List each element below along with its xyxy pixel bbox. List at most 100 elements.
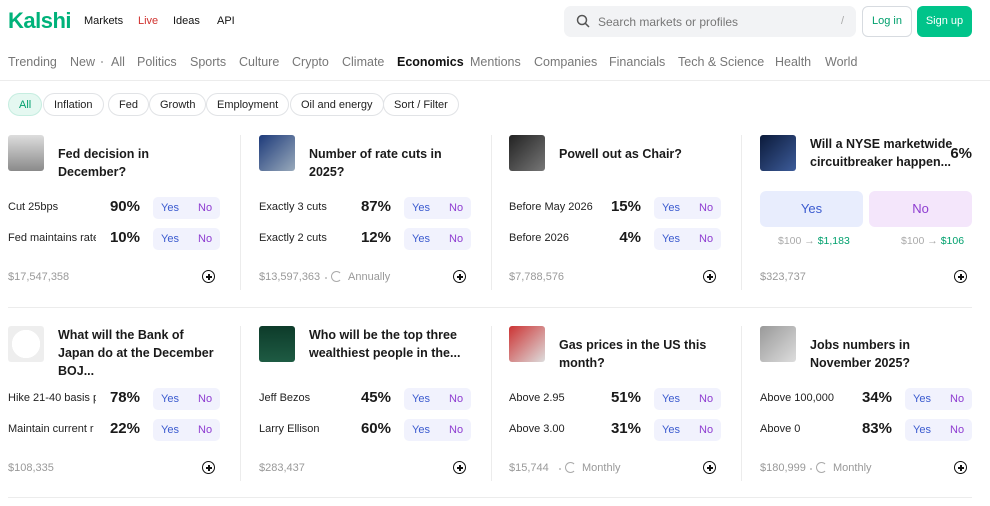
market-image[interactable] xyxy=(259,326,295,362)
category-tab[interactable]: Trending xyxy=(8,55,57,69)
market-image[interactable] xyxy=(8,135,44,171)
add-button[interactable] xyxy=(954,461,967,474)
no-button[interactable]: No xyxy=(699,393,714,405)
frequency: Annually xyxy=(348,271,391,283)
yes-button[interactable]: Yes xyxy=(412,202,430,214)
filter-chip[interactable]: Oil and energy xyxy=(290,93,384,116)
outcome-label: Above 2.95 xyxy=(509,392,565,404)
market-title[interactable]: Jobs numbers in November 2025? xyxy=(810,338,911,370)
add-button[interactable] xyxy=(202,461,215,474)
filter-chip[interactable]: Inflation xyxy=(43,93,104,116)
nav-link[interactable]: Markets xyxy=(84,15,124,27)
category-tab[interactable]: World xyxy=(825,55,858,69)
market-title[interactable]: What will the Bank of Japan do at the De… xyxy=(58,328,214,378)
filter-chip[interactable]: Sort / Filter xyxy=(383,93,459,116)
yes-button[interactable]: Yes xyxy=(412,424,430,436)
category-tab[interactable]: All xyxy=(111,55,125,69)
yes-button[interactable]: Yes xyxy=(913,393,931,405)
market-image[interactable] xyxy=(8,326,44,362)
no-button[interactable]: No xyxy=(699,233,714,245)
outcome-label: Before May 2026 xyxy=(509,201,593,213)
filter-chip[interactable]: Employment xyxy=(206,93,290,116)
yes-button[interactable]: Yes xyxy=(662,424,680,436)
outcome-chance: 87% xyxy=(360,198,391,215)
yes-no-group xyxy=(905,388,972,410)
category-tab[interactable]: Financials xyxy=(609,55,666,69)
add-button[interactable] xyxy=(202,270,215,283)
column-separator xyxy=(491,135,492,290)
category-tab[interactable]: Economics xyxy=(397,55,464,69)
no-button[interactable]: No xyxy=(699,202,714,214)
category-tab[interactable]: Politics xyxy=(137,55,177,69)
market-title[interactable]: Powell out as Chair? xyxy=(559,147,682,161)
market-image[interactable] xyxy=(509,135,545,171)
category-tab[interactable]: Health xyxy=(775,55,812,69)
yes-button[interactable]: Yes xyxy=(161,393,179,405)
add-button[interactable] xyxy=(954,270,967,283)
nav-link[interactable]: Live xyxy=(138,15,159,27)
filter-chip[interactable]: All xyxy=(8,93,43,116)
outcome-chance: 12% xyxy=(360,229,391,246)
no-button[interactable]: No xyxy=(449,202,464,214)
no-button[interactable]: No xyxy=(869,191,972,227)
category-tab[interactable]: Tech & Science xyxy=(678,55,765,69)
category-tab[interactable]: Companies xyxy=(534,55,598,69)
market-title[interactable]: Will a NYSE marketwide circuitbreaker ha… xyxy=(810,137,953,169)
yes-button[interactable]: Yes xyxy=(412,233,430,245)
no-button[interactable]: No xyxy=(449,424,464,436)
no-button[interactable]: No xyxy=(950,424,965,436)
market-title[interactable]: Number of rate cuts in 2025? xyxy=(309,147,442,179)
category-tab[interactable]: Climate xyxy=(342,55,385,69)
category-tab[interactable]: New xyxy=(70,55,96,69)
yes-button[interactable]: Yes xyxy=(760,191,863,227)
market-image[interactable] xyxy=(259,135,295,171)
market-image[interactable] xyxy=(509,326,545,362)
category-tab[interactable]: Sports xyxy=(190,55,227,69)
outcome-chance: 83% xyxy=(861,420,892,437)
signup-button[interactable]: Sign up xyxy=(917,6,972,37)
repeat-icon xyxy=(331,271,342,282)
add-button[interactable] xyxy=(453,461,466,474)
yes-button[interactable]: Yes xyxy=(662,233,680,245)
yes-button[interactable]: Yes xyxy=(412,393,430,405)
no-button[interactable]: No xyxy=(198,233,213,245)
no-button[interactable]: No xyxy=(198,202,213,214)
market-title[interactable]: Who will be the top three wealthiest peo… xyxy=(309,328,461,360)
yes-button[interactable]: Yes xyxy=(662,393,680,405)
nav-link[interactable]: Ideas xyxy=(173,15,200,27)
search-box[interactable] xyxy=(564,6,856,37)
add-button[interactable] xyxy=(453,270,466,283)
no-button[interactable]: No xyxy=(950,393,965,405)
payout: $100 → $106 xyxy=(901,235,964,247)
outcome-chance: 60% xyxy=(360,420,391,437)
logo[interactable]: Kalshi xyxy=(8,8,72,33)
nav-link[interactable]: API xyxy=(217,15,235,27)
no-button[interactable]: No xyxy=(449,393,464,405)
yes-button[interactable]: Yes xyxy=(913,424,931,436)
category-tab[interactable]: Crypto xyxy=(292,55,329,69)
yes-button[interactable]: Yes xyxy=(161,424,179,436)
add-button[interactable] xyxy=(703,270,716,283)
category-tab[interactable]: Mentions xyxy=(470,55,521,69)
filter-chip[interactable]: Growth xyxy=(149,93,207,116)
market-title[interactable]: Gas prices in the US this month? xyxy=(559,338,707,370)
frequency: Monthly xyxy=(582,462,621,474)
market-title[interactable]: Fed decision in December? xyxy=(58,147,149,179)
category-tab[interactable]: Culture xyxy=(239,55,280,69)
yes-no-group xyxy=(654,388,721,410)
login-button[interactable]: Log in xyxy=(862,6,912,37)
no-button[interactable]: No xyxy=(198,393,213,405)
add-button[interactable] xyxy=(703,461,716,474)
outcome-chance: 15% xyxy=(610,198,641,215)
yes-button[interactable]: Yes xyxy=(662,202,680,214)
no-button[interactable]: No xyxy=(198,424,213,436)
outcome-label: Exactly 2 cuts xyxy=(259,232,327,244)
filter-chip[interactable]: Fed xyxy=(108,93,149,116)
yes-button[interactable]: Yes xyxy=(161,233,179,245)
yes-button[interactable]: Yes xyxy=(161,202,179,214)
market-image[interactable] xyxy=(760,326,796,362)
no-button[interactable]: No xyxy=(449,233,464,245)
market-image[interactable] xyxy=(760,135,796,171)
no-button[interactable]: No xyxy=(699,424,714,436)
volume: $283,437 xyxy=(259,462,305,474)
